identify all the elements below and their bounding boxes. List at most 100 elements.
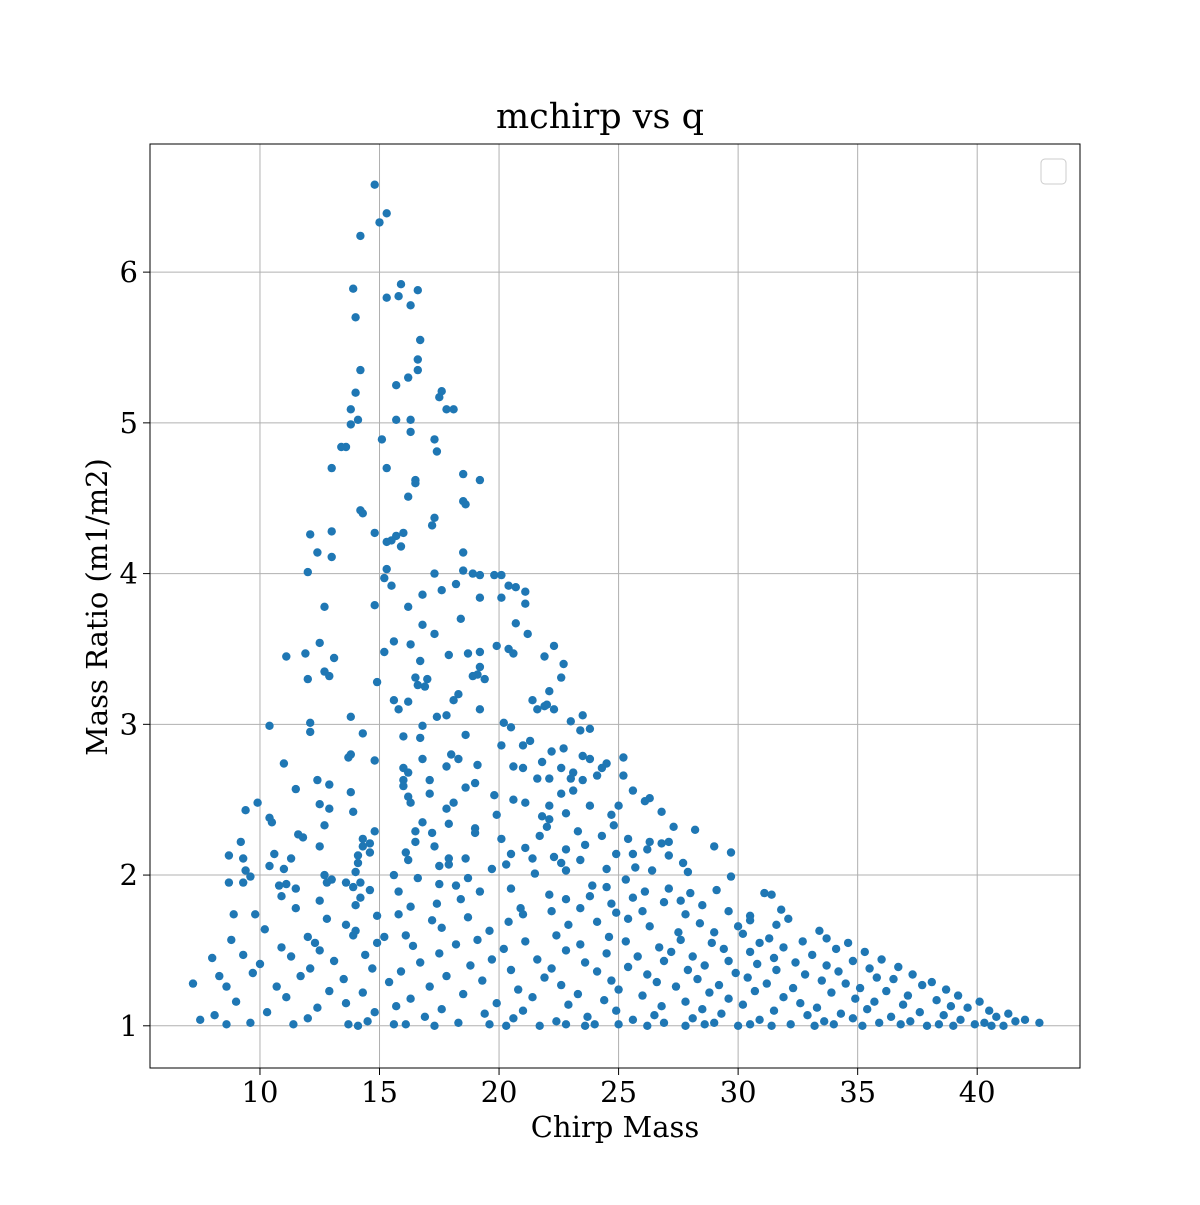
data-point (659, 898, 669, 907)
data-point (437, 1005, 446, 1014)
data-point (301, 649, 310, 658)
data-point (404, 697, 413, 706)
data-point (733, 922, 743, 931)
data-point (370, 756, 379, 765)
data-point (896, 1020, 905, 1029)
data-point (401, 931, 410, 940)
data-point (882, 986, 891, 996)
data-point (607, 810, 616, 819)
data-point (521, 798, 530, 807)
data-point (241, 866, 250, 875)
data-point (401, 848, 410, 857)
data-point (208, 953, 217, 963)
data-point (427, 916, 437, 925)
data-point (820, 1017, 829, 1026)
data-point (767, 890, 776, 899)
data-point (999, 1021, 1008, 1030)
data-point (980, 1018, 989, 1027)
data-point (908, 970, 917, 979)
x-tick-label: 10 (242, 1075, 279, 1109)
data-point (872, 973, 881, 982)
data-point (306, 727, 315, 737)
data-point (975, 997, 984, 1006)
data-point (628, 786, 638, 795)
data-point (215, 971, 224, 981)
data-point (267, 818, 277, 827)
data-point (296, 971, 305, 981)
y-axis-label: Mass Ratio (m1/m2) (80, 458, 114, 756)
data-point (451, 881, 461, 890)
data-point (394, 887, 403, 896)
data-point (597, 831, 607, 841)
data-point (547, 964, 556, 973)
data-point (418, 590, 427, 599)
data-point (416, 656, 425, 666)
data-point (523, 629, 532, 639)
data-point (561, 809, 571, 818)
data-point (750, 986, 760, 996)
data-point (358, 509, 367, 518)
data-point (769, 953, 779, 963)
data-point (475, 475, 485, 485)
data-point (514, 985, 523, 994)
data-point (573, 989, 583, 999)
data-point (406, 798, 415, 807)
plot-frame (149, 143, 1081, 1069)
data-point (540, 702, 549, 711)
data-point (638, 907, 647, 916)
data-point (246, 1018, 255, 1027)
data-point (640, 887, 650, 896)
data-point (437, 923, 446, 932)
data-point (442, 762, 451, 771)
data-point (843, 938, 853, 948)
data-point (726, 872, 736, 881)
data-point (504, 917, 513, 926)
data-point (738, 929, 748, 938)
data-point (341, 999, 351, 1008)
data-point (430, 569, 439, 578)
data-point (528, 696, 537, 705)
data-point (767, 1021, 776, 1030)
data-point (557, 789, 566, 798)
data-point (1011, 1017, 1020, 1026)
data-point (349, 807, 358, 816)
data-point (246, 872, 255, 881)
data-point (557, 673, 566, 682)
data-point (356, 893, 365, 902)
data-point (337, 442, 346, 452)
data-point (298, 833, 308, 842)
data-point (339, 974, 348, 984)
data-point (535, 1021, 544, 1030)
data-point (313, 1003, 322, 1012)
data-point (569, 786, 578, 795)
data-point (717, 1009, 726, 1018)
data-point (693, 974, 702, 984)
data-point (681, 910, 690, 919)
data-point (870, 997, 879, 1006)
data-point (877, 955, 886, 964)
data-point (831, 944, 841, 954)
data-point (602, 882, 611, 892)
data-point (265, 861, 274, 871)
data-point (449, 696, 458, 705)
data-point (492, 999, 501, 1008)
data-point (557, 858, 566, 868)
data-point (777, 905, 786, 914)
data-point (561, 946, 571, 955)
data-point (399, 775, 408, 785)
data-point (487, 955, 497, 964)
data-point (628, 893, 638, 902)
data-point (329, 653, 339, 663)
data-point (566, 774, 575, 783)
data-point (392, 1002, 401, 1011)
data-point (650, 1011, 659, 1020)
data-point (765, 934, 774, 943)
data-point (623, 962, 633, 972)
data-point (279, 759, 289, 768)
data-point (745, 916, 755, 925)
data-point (941, 985, 951, 994)
data-point (461, 500, 470, 509)
data-point (444, 819, 453, 828)
data-point (416, 335, 425, 345)
data-point (418, 754, 427, 764)
